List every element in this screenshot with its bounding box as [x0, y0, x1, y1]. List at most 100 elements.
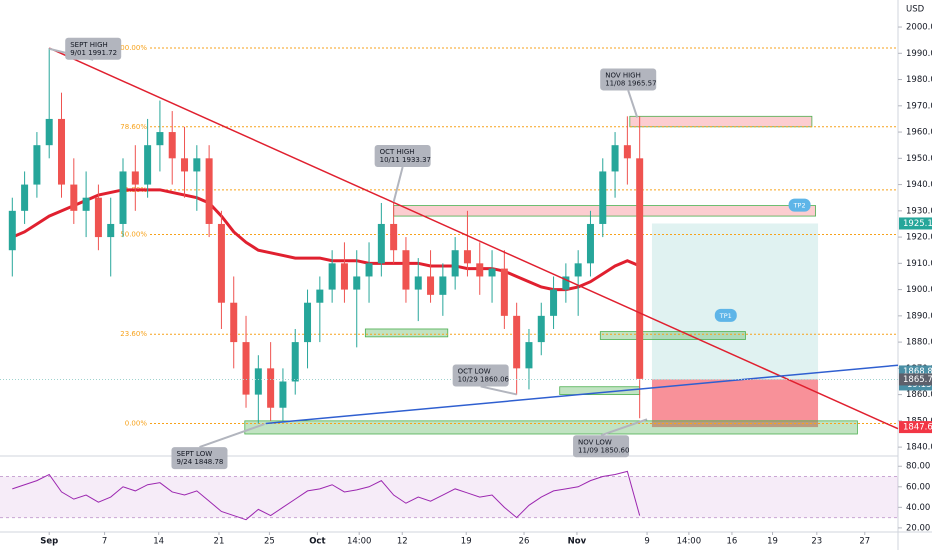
x-tick-label: 19	[461, 537, 472, 547]
x-tick-label: 26	[519, 537, 530, 547]
x-tick-label: Oct	[309, 537, 325, 547]
moving-average	[11, 188, 641, 292]
rsi-line	[12, 470, 641, 521]
trend-line	[48, 47, 899, 430]
callout-title: OCT HIGH	[380, 148, 415, 156]
y-tick-label: 1950.00	[906, 154, 932, 164]
candle-body	[193, 158, 201, 172]
y-tick-label: 1910.00	[906, 259, 932, 269]
fib-label: 23.60%	[120, 330, 147, 338]
take-profit-area	[651, 223, 819, 380]
currency: USD	[906, 5, 925, 15]
candle-body	[427, 276, 435, 295]
zone	[364, 328, 449, 338]
candle-body	[623, 145, 631, 159]
callout-pointer	[627, 90, 639, 118]
rsi-tick-label: 80.00	[906, 462, 930, 472]
callout-title: OCT LOW	[458, 367, 491, 375]
y-tick-label: 1840.00	[906, 443, 932, 453]
candle-body	[82, 197, 90, 211]
candle-body	[439, 276, 447, 295]
candle-body	[476, 263, 484, 277]
y-tick-label: 1930.00	[906, 206, 932, 216]
candle-body	[513, 315, 521, 369]
candle-body	[488, 268, 496, 277]
callout-pointer	[480, 385, 517, 396]
callout-box	[452, 364, 509, 387]
candle-body	[574, 263, 582, 277]
x-tick-label: 19	[767, 537, 778, 547]
candle-body	[156, 132, 164, 146]
candle-body	[242, 342, 250, 395]
callout-text: 9/01 1991.72	[70, 49, 117, 57]
candle-body	[70, 184, 78, 211]
target-bubble	[788, 198, 811, 212]
price-tag-label: 1865.78	[903, 375, 932, 385]
candle-body	[599, 171, 607, 224]
y-tick-label: 1900.00	[906, 285, 932, 295]
candle-body	[181, 158, 189, 172]
candle-body	[230, 302, 238, 343]
candle-body	[33, 145, 41, 185]
y-tick-label: 1990.00	[906, 49, 932, 59]
candle-body	[107, 223, 115, 238]
candle-body	[402, 250, 410, 290]
price-tag-label: 1925.18	[903, 219, 932, 229]
candle-body	[144, 145, 152, 185]
x-tick-label: 23	[811, 537, 822, 547]
candle-body	[586, 223, 594, 264]
target-bubble	[714, 308, 737, 322]
x-tick-label: Sep	[40, 537, 58, 547]
candle-body	[205, 158, 213, 224]
callout-box	[65, 37, 122, 60]
callout-text: 10/29 1860.06	[458, 375, 510, 383]
x-tick-label: 25	[264, 537, 275, 547]
x-tick-label: 14	[153, 537, 164, 547]
callout-title: SEPT LOW	[176, 450, 212, 458]
zone	[629, 115, 813, 128]
candle-body	[131, 171, 139, 185]
target-label: TP2	[793, 202, 806, 210]
rsi-tick-label: 60.00	[906, 482, 930, 492]
callout-title: NOV LOW	[578, 438, 612, 446]
candle-body	[119, 171, 127, 224]
candle-body	[8, 210, 16, 251]
callout-text: 10/11 1933.37	[380, 156, 431, 164]
candle-body	[550, 289, 558, 316]
price-tag	[899, 421, 932, 434]
candle-body	[168, 132, 176, 159]
y-tick-label: 1940.00	[906, 180, 932, 190]
y-tick-label: 1880.00	[906, 338, 932, 348]
fib-label: 100.00%	[116, 44, 147, 52]
candle-body	[537, 315, 545, 343]
callout-pointer	[392, 166, 404, 203]
candle-body	[328, 263, 336, 290]
price-tag-label: 1868.82	[903, 367, 932, 377]
x-tick-label: 14:00	[677, 537, 702, 547]
candle-body	[353, 276, 361, 290]
x-tick-label: 14:00	[347, 537, 372, 547]
candle-body	[611, 145, 619, 172]
y-tick-label: 1890.00	[906, 311, 932, 321]
candle-body	[279, 381, 287, 408]
callout-text: 11/09 1850.60	[578, 446, 629, 454]
x-tick-label: 12	[397, 537, 408, 547]
fib-label: 50.00%	[120, 230, 147, 238]
rsi-band	[0, 476, 898, 518]
callout-box	[600, 68, 657, 91]
callout-title: NOV HIGH	[605, 71, 641, 79]
fib-label: 0.00%	[125, 419, 148, 427]
callout-text: 11/08 1965.57	[605, 79, 656, 87]
candle-body	[94, 197, 102, 238]
candle-body	[291, 342, 299, 382]
trend-line	[265, 364, 899, 425]
y-tick-label: 2000.00	[906, 23, 932, 33]
candle-body	[254, 368, 262, 395]
candle-body	[414, 276, 422, 290]
candle-body	[451, 250, 459, 277]
candle-body	[21, 184, 29, 211]
candle-body	[525, 342, 533, 369]
zone	[244, 420, 858, 435]
x-tick-label: 9	[644, 537, 649, 547]
callout-title: SEPT HIGH	[70, 41, 108, 49]
